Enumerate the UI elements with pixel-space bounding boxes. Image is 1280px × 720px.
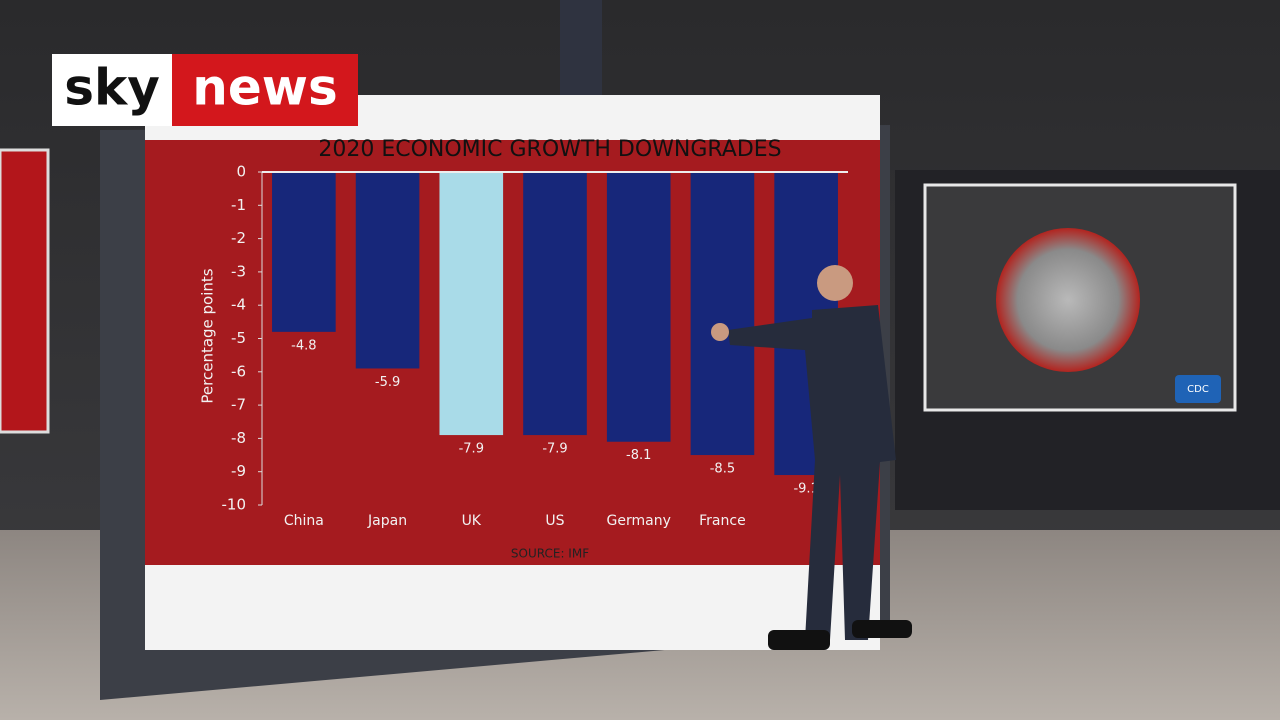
bar [606,172,671,442]
x-tick-label: Japan [367,513,407,529]
y-tick-label: -4 [231,296,246,314]
plot: 0 -1 -2 -3 -4 -5 -6 -7 -8 -9 -10 -4.8 China -5.9 Japan… [222,163,848,529]
presenter [711,265,912,650]
value-label: -7.9 [459,442,484,457]
virus-image [996,228,1140,372]
side-screen [0,148,50,434]
bar [355,172,420,369]
y-tick-label: -8 [231,429,246,447]
logo-left: sky [64,59,160,117]
y-tick-label: -3 [231,262,246,280]
value-label: -8.5 [710,462,735,477]
y-tick-label: -1 [231,196,246,214]
bar [439,172,504,436]
y-tick-label: 0 [236,163,246,181]
x-tick-label: China [284,513,324,529]
virus-screen [923,183,1237,412]
badge: CDC [1187,384,1209,395]
value-label: -8.1 [626,448,651,463]
bar [272,172,336,332]
logo-right-box [172,54,358,126]
x-tick-label: US [545,513,564,529]
value-label: -9.1 [793,482,818,497]
value-label: -7.9 [542,442,567,457]
y-tick-label: -9 [231,462,246,480]
badge-box [1175,375,1221,403]
value-label: -5.9 [375,375,400,390]
source: SOURCE: IMF [511,547,589,561]
bar [690,172,755,456]
y-tick-label: -5 [231,329,246,347]
x-tick-label: France [699,513,746,529]
y-tick-label: -10 [222,496,247,514]
x-tick-label: Germany [607,513,671,529]
y-tick-label: -7 [231,396,246,414]
y-axis-title: Percentage points [199,268,217,403]
y-tick-label: -2 [231,229,246,247]
logo-right: news [192,59,337,117]
pillar [560,0,602,95]
chart-area [145,140,880,565]
y-tick-label: -6 [231,362,246,380]
x-tick-label: UK [462,513,482,529]
value-label: -4.8 [291,338,316,353]
chart-title: 2020 ECONOMIC GROWTH DOWNGRADES [318,137,781,162]
bar [523,172,587,436]
logo-left-box [52,54,172,126]
